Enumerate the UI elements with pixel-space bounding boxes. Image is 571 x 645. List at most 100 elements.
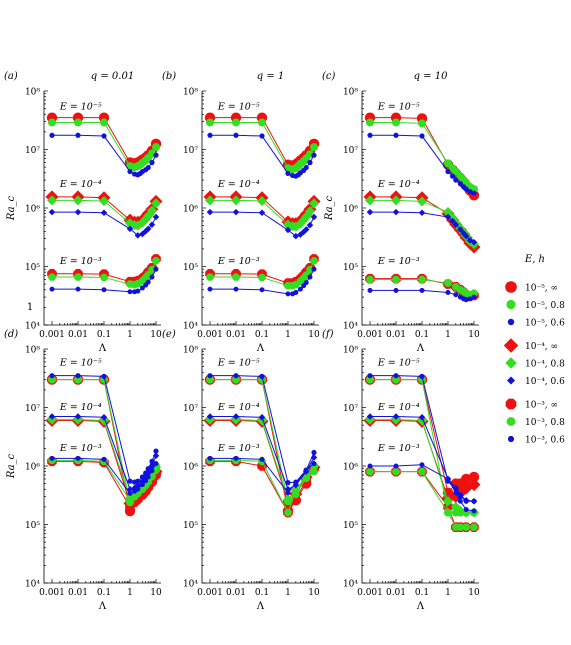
data-point (366, 208, 374, 216)
data-point (444, 279, 452, 287)
y-tick-label: 10⁶ (25, 205, 40, 215)
y-tick-label: 10⁸ (183, 346, 198, 356)
y-tick-label: 10⁵ (183, 521, 198, 531)
data-point (205, 195, 215, 206)
data-point (462, 523, 470, 531)
data-point (206, 273, 214, 281)
series (207, 132, 317, 179)
chart-panel-b: (b) q = 1 10⁴ 10⁵ 10⁶ 10⁷ 10⁸ 0.001 0.01 0.1 1 10 Λ E… (162, 71, 321, 354)
series-group-annotation: E = 10⁻⁵ (217, 102, 260, 113)
series (48, 257, 160, 289)
series-group-annotation: E = 10⁻⁴ (217, 402, 260, 413)
data-point (391, 195, 401, 206)
series (206, 375, 318, 506)
data-point (259, 287, 265, 293)
data-point (417, 196, 427, 207)
data-point (151, 198, 161, 209)
data-point (419, 288, 425, 293)
y-tick-label: 10⁷ (343, 404, 358, 414)
x-tick-label: 1 (285, 330, 291, 340)
series-group-annotation: E = 10⁻³ (59, 443, 102, 454)
data-point (207, 132, 213, 138)
data-point (127, 168, 133, 175)
y-tick-label: 10⁶ (25, 463, 40, 473)
legend-entry: 10⁻⁵, 0.6 (507, 319, 565, 329)
data-point (49, 455, 55, 461)
data-point (462, 232, 470, 240)
legend-marker (505, 281, 517, 293)
y-tick-label: 10⁷ (343, 146, 358, 156)
x-tick-label: 0.001 (39, 588, 65, 598)
data-point (419, 133, 425, 139)
legend-label: 10⁻⁴, 0.8 (525, 360, 565, 370)
x-tick-label: 1 (127, 330, 133, 340)
data-point (302, 226, 310, 233)
panel-label: (f) (322, 329, 334, 340)
data-point (418, 119, 426, 128)
data-point (309, 461, 319, 471)
legend-entry: 10⁻⁴, 0.6 (507, 376, 565, 387)
series (49, 266, 159, 295)
data-point (419, 373, 425, 380)
series (365, 195, 479, 250)
series (366, 208, 478, 246)
series-line (370, 211, 475, 243)
data-point (145, 474, 151, 480)
data-point (467, 296, 473, 302)
x-tick-label: 1 (127, 588, 133, 598)
data-point (298, 286, 303, 292)
data-point (392, 413, 400, 420)
series-group-annotation: E = 10⁻⁴ (59, 402, 102, 413)
data-point (49, 373, 55, 379)
data-point (471, 294, 477, 300)
x-axis-label: Λ (416, 343, 425, 354)
series-group-annotation: E = 10⁻³ (59, 256, 102, 267)
series (366, 275, 478, 299)
data-point (306, 266, 314, 274)
data-point (73, 195, 83, 206)
data-point (232, 273, 240, 281)
data-point (152, 466, 160, 474)
y-axis-label: Ra_c (6, 453, 17, 479)
series (48, 208, 160, 239)
data-point (149, 159, 155, 166)
y-tick-label: 10⁴ (183, 322, 198, 332)
panel-label: (a) (4, 71, 18, 82)
x-tick-label: 0.01 (226, 330, 246, 340)
data-point (148, 472, 156, 481)
x-tick-label: 0.01 (68, 588, 88, 598)
y-tick-label: 10⁵ (343, 263, 358, 273)
data-point (232, 208, 240, 216)
data-point (206, 375, 214, 384)
data-point (367, 288, 373, 293)
x-tick-label: 0.01 (386, 330, 406, 340)
data-point (367, 373, 373, 379)
data-point (101, 287, 107, 293)
y-tick-label: 10⁵ (25, 263, 40, 273)
series-group-annotation: E = 10⁻³ (217, 256, 260, 267)
legend-label: 10⁻³, 0.8 (525, 418, 565, 428)
legend-entry: 10⁻³, 0.6 (508, 436, 565, 446)
legend-label: 10⁻³, 0.6 (525, 436, 565, 446)
series (366, 467, 478, 531)
data-point (285, 480, 291, 486)
data-point (302, 473, 310, 481)
data-point (75, 132, 81, 138)
x-tick-label: 10 (150, 588, 162, 598)
x-tick-label: 0.001 (197, 330, 223, 340)
series (48, 456, 160, 504)
data-point (152, 257, 160, 265)
series (206, 208, 318, 240)
panel-title: q = 0.01 (91, 71, 134, 82)
series (49, 455, 159, 496)
x-axis-label: Λ (256, 343, 265, 354)
data-point (99, 195, 109, 206)
legend-entry: 10⁻⁵, 0.8 (506, 299, 565, 311)
x-tick-label: 10 (308, 588, 320, 598)
data-point (258, 118, 266, 127)
series (367, 288, 477, 303)
data-point (259, 133, 265, 139)
data-point (456, 523, 465, 531)
legend-label: 10⁻⁵, 0.8 (525, 301, 565, 311)
data-point (140, 482, 145, 488)
